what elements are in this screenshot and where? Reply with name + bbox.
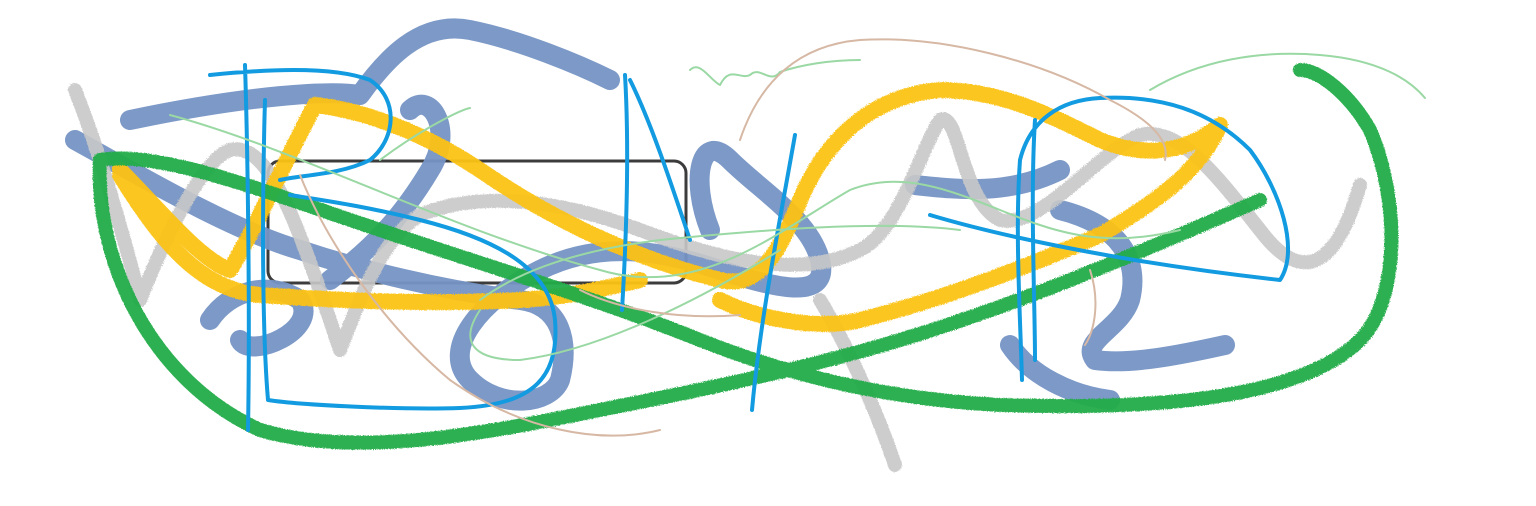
light-green-pen-stroke[interactable] (169, 52, 1426, 361)
green-brush-stroke[interactable] (92, 63, 1399, 450)
tan-pen-stroke[interactable] (299, 38, 1167, 437)
cyan-pen-stroke[interactable] (208, 63, 1290, 432)
